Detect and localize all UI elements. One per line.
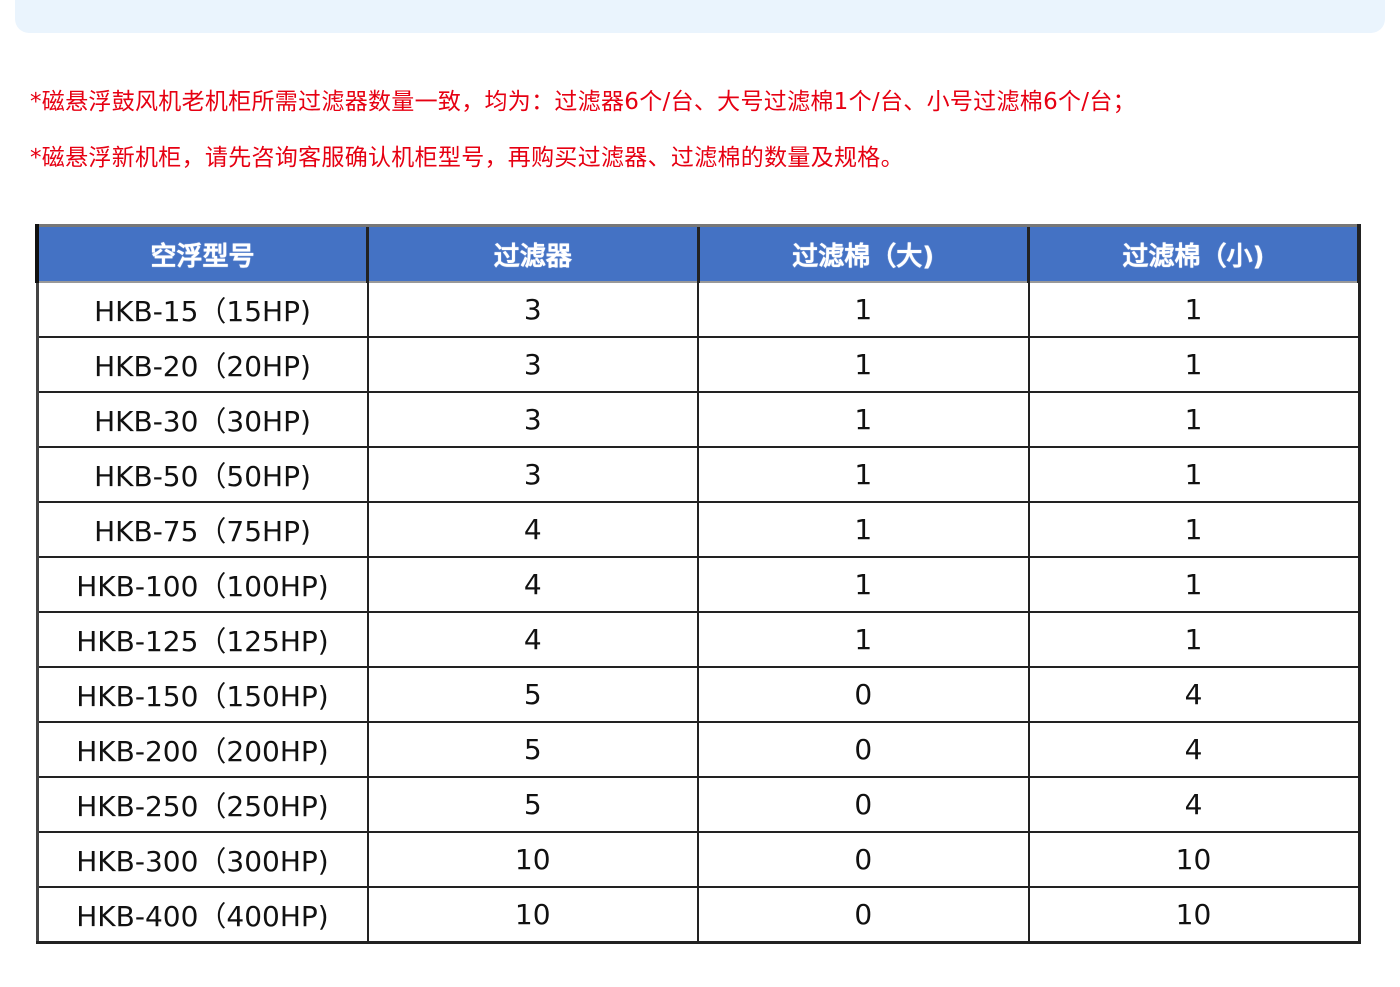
cell-cotton-large: 1 (697, 281, 1030, 338)
cell-model: HKB-30（30HP) (35, 391, 369, 448)
table-header-row: 空浮型号 过滤器 过滤棉（大) 过滤棉（小) (35, 224, 1361, 283)
cell-model: HKB-15（15HP) (35, 281, 369, 338)
cell-cotton-large: 0 (697, 831, 1030, 888)
cell-filter: 3 (366, 281, 699, 338)
cell-filter: 5 (366, 721, 699, 778)
cell-cotton-large: 0 (697, 776, 1030, 833)
cell-filter: 3 (366, 446, 699, 503)
header-cotton-small: 过滤棉（小) (1027, 224, 1361, 283)
cell-cotton-small: 10 (1027, 831, 1361, 888)
cell-model: HKB-50（50HP) (35, 446, 369, 503)
table-row: HKB-30（30HP) 3 1 1 (35, 391, 1361, 448)
header-cotton-large: 过滤棉（大) (696, 224, 1029, 283)
cell-cotton-small: 1 (1027, 501, 1361, 558)
cell-model: HKB-100（100HP) (35, 556, 369, 613)
cell-model: HKB-20（20HP) (35, 336, 369, 393)
cell-model: HKB-125（125HP) (35, 611, 369, 668)
header-filter: 过滤器 (366, 224, 699, 283)
cell-cotton-small: 1 (1027, 556, 1361, 613)
cell-filter: 10 (366, 886, 699, 944)
table-row: HKB-150（150HP) 5 0 4 (35, 666, 1361, 723)
header-model: 空浮型号 (35, 224, 368, 283)
table-row: HKB-200（200HP) 5 0 4 (35, 721, 1361, 778)
cell-model: HKB-250（250HP) (35, 776, 369, 833)
cell-cotton-large: 1 (697, 391, 1030, 448)
cell-cotton-large: 1 (697, 446, 1030, 503)
table-row: HKB-400（400HP) 10 0 10 (35, 886, 1361, 944)
cell-filter: 10 (366, 831, 699, 888)
table-row: HKB-250（250HP) 5 0 4 (35, 776, 1361, 833)
table-row: HKB-50（50HP) 3 1 1 (35, 446, 1361, 503)
cell-cotton-large: 1 (697, 556, 1030, 613)
cell-cotton-small: 1 (1027, 391, 1361, 448)
cell-model: HKB-300（300HP) (35, 831, 369, 888)
cell-cotton-small: 4 (1027, 776, 1361, 833)
note-new-cabinet: *磁悬浮新机柜，请先咨询客服确认机柜型号，再购买过滤器、过滤棉的数量及规格。 (30, 145, 904, 171)
cell-filter: 4 (366, 556, 699, 613)
cell-model: HKB-150（150HP) (35, 666, 369, 723)
cell-model: HKB-200（200HP) (35, 721, 369, 778)
table-row: HKB-20（20HP) 3 1 1 (35, 336, 1361, 393)
cell-filter: 3 (366, 336, 699, 393)
cell-cotton-large: 0 (697, 666, 1030, 723)
cell-cotton-large: 0 (697, 721, 1030, 778)
cell-cotton-small: 1 (1027, 446, 1361, 503)
cell-filter: 5 (366, 776, 699, 833)
table-row: HKB-75（75HP) 4 1 1 (35, 501, 1361, 558)
table-row: HKB-125（125HP) 4 1 1 (35, 611, 1361, 668)
cell-cotton-large: 1 (697, 501, 1030, 558)
filter-quantity-table: 空浮型号 过滤器 过滤棉（大) 过滤棉（小) HKB-15（15HP) 3 1 1 HK… (35, 224, 1361, 944)
cell-filter: 5 (366, 666, 699, 723)
table-row: HKB-100（100HP) 4 1 1 (35, 556, 1361, 613)
cell-cotton-large: 1 (697, 611, 1030, 668)
cell-filter: 3 (366, 391, 699, 448)
top-panel (15, 0, 1385, 33)
cell-cotton-small: 1 (1027, 281, 1361, 338)
cell-cotton-large: 1 (697, 336, 1030, 393)
cell-cotton-large: 0 (697, 886, 1030, 944)
table-row: HKB-300（300HP) 10 0 10 (35, 831, 1361, 888)
note-old-cabinet: *磁悬浮鼓风机老机柜所需过滤器数量一致，均为：过滤器6个/台、大号过滤棉1个/台… (30, 89, 1136, 115)
cell-cotton-small: 4 (1027, 666, 1361, 723)
cell-model: HKB-75（75HP) (35, 501, 369, 558)
cell-cotton-small: 1 (1027, 611, 1361, 668)
cell-filter: 4 (366, 611, 699, 668)
cell-cotton-small: 4 (1027, 721, 1361, 778)
cell-model: HKB-400（400HP) (35, 886, 369, 944)
cell-cotton-small: 10 (1027, 886, 1361, 944)
table-row: HKB-15（15HP) 3 1 1 (35, 281, 1361, 338)
cell-cotton-small: 1 (1027, 336, 1361, 393)
cell-filter: 4 (366, 501, 699, 558)
